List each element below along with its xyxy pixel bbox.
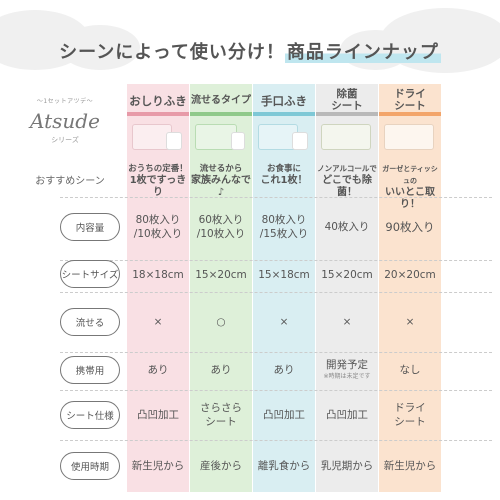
tab-label-line1: ドライ bbox=[394, 88, 426, 100]
row-divider bbox=[60, 352, 492, 353]
product-image-teguchifuki bbox=[256, 120, 312, 154]
cell-portable-1: あり bbox=[147, 364, 169, 376]
headline-text: シーンによって使い分け！ bbox=[59, 42, 285, 63]
cell-flushable-1: × bbox=[153, 316, 163, 328]
cell-capacity-3: 80枚入り/15枚入り bbox=[259, 214, 309, 240]
tab-label: 手口ふき bbox=[261, 94, 307, 108]
tab-label: 流せるタイプ bbox=[191, 95, 251, 106]
cell-size-3: 15×18cm bbox=[258, 269, 310, 281]
cell-size-2: 15×20cm bbox=[195, 269, 247, 281]
row-divider bbox=[60, 197, 492, 198]
column-background-4 bbox=[316, 84, 378, 492]
tab-jokin-sheet[interactable]: 除菌 シート bbox=[316, 88, 378, 112]
cell-sheet-type-2: さらさら シート bbox=[200, 402, 242, 428]
portable-note: ※時期は未定です bbox=[323, 373, 371, 380]
cell-flushable-4: × bbox=[342, 316, 352, 328]
tab-label-line1: 除菌 bbox=[336, 88, 358, 100]
tab-dry-sheet[interactable]: ドライ シート bbox=[379, 88, 441, 112]
recommended-scene-label: おすすめシーン bbox=[35, 176, 105, 187]
recommended-scene-2: 流せるから 家族みんなで♪ bbox=[191, 164, 251, 198]
brand-logo-text: Atsude bbox=[30, 109, 100, 133]
cell-capacity-2: 60枚入り/10枚入り bbox=[196, 214, 246, 240]
tab-underline bbox=[379, 112, 441, 116]
cell-sheet-type-4: 凸凹加工 bbox=[326, 409, 368, 421]
row-divider bbox=[60, 292, 492, 293]
product-image-jokin bbox=[319, 120, 375, 154]
tab-underline bbox=[127, 112, 189, 116]
cell-size-4: 15×20cm bbox=[321, 269, 373, 281]
tab-nagaseru[interactable]: 流せるタイプ bbox=[190, 90, 252, 112]
product-image-oshirifuki bbox=[130, 120, 186, 154]
product-image-nagaseru bbox=[193, 120, 249, 154]
cell-usage-2: 産後から bbox=[200, 460, 242, 472]
tab-label: おしりふき bbox=[129, 94, 187, 108]
recommended-scene-1: おうちの定番！ 1枚ですっきり bbox=[128, 164, 188, 198]
column-background-5 bbox=[379, 84, 441, 492]
cell-size-5: 20×20cm bbox=[384, 269, 436, 281]
cell-size-1: 18×18cm bbox=[132, 269, 184, 281]
row-divider bbox=[60, 390, 492, 391]
cell-sheet-type-3: 凸凹加工 bbox=[263, 409, 305, 421]
cell-usage-1: 新生児から bbox=[131, 460, 185, 472]
recommended-scene-4: ノンアルコールで どこでも除菌！ bbox=[317, 164, 377, 198]
tab-oshirifuki[interactable]: おしりふき bbox=[127, 90, 189, 112]
cell-portable-5: なし bbox=[399, 364, 421, 376]
brand-series: シリーズ bbox=[51, 136, 79, 144]
tab-underline bbox=[190, 112, 252, 116]
cell-usage-3: 離乳食から bbox=[257, 460, 311, 472]
brand-tagline: 〜1セットアツデ〜 bbox=[36, 98, 94, 105]
column-background-3 bbox=[253, 84, 315, 492]
headline-highlight: 商品ラインナップ bbox=[284, 42, 441, 63]
column-background-1 bbox=[127, 84, 189, 492]
row-divider bbox=[60, 440, 492, 441]
cell-usage-5: 新生児から bbox=[383, 460, 437, 472]
row-label-sheet-type: シート仕様 bbox=[60, 401, 120, 429]
cell-flushable-2: ○ bbox=[216, 316, 226, 328]
column-background-2 bbox=[190, 84, 252, 492]
row-label-usage-period: 使用時期 bbox=[60, 452, 120, 480]
tab-label-line2: シート bbox=[331, 100, 363, 112]
cell-capacity-1: 80枚入り/10枚入り bbox=[133, 214, 183, 240]
recommended-scene-5: ガーゼとティッシュの いいとこ取り！ bbox=[382, 165, 438, 210]
tab-underline bbox=[253, 112, 315, 116]
cell-sheet-type-1: 凸凹加工 bbox=[137, 409, 179, 421]
row-label-sheet-size: シートサイズ bbox=[60, 260, 120, 288]
cloud-decoration bbox=[60, 25, 140, 70]
tab-label-line2: シート bbox=[394, 100, 426, 112]
row-label-capacity: 内容量 bbox=[60, 213, 120, 241]
cell-sheet-type-5: ドライ シート bbox=[394, 402, 426, 428]
row-label-portable: 携帯用 bbox=[60, 356, 120, 384]
cell-capacity-5: 90枚入り bbox=[385, 220, 435, 234]
cell-capacity-4: 40枚入り bbox=[324, 221, 370, 233]
tab-teguchifuki[interactable]: 手口ふき bbox=[253, 90, 315, 112]
tab-underline bbox=[316, 112, 378, 116]
cell-flushable-5: × bbox=[405, 316, 415, 328]
cell-portable-3: あり bbox=[273, 364, 295, 376]
recommended-scene-3: お食事に これ1枚！ bbox=[260, 164, 308, 186]
page-headline: シーンによって使い分け！ 商品ラインナップ bbox=[0, 38, 500, 64]
row-label-flushable: 流せる bbox=[60, 308, 120, 336]
cell-usage-4: 乳児期から bbox=[320, 460, 374, 472]
row-divider bbox=[60, 260, 492, 261]
brand-logo: 〜1セットアツデ〜 Atsude シリーズ bbox=[10, 96, 120, 145]
cell-flushable-3: × bbox=[279, 316, 289, 328]
cell-portable-4: 開発予定 ※時期は未定です bbox=[316, 358, 378, 382]
cell-portable-2: あり bbox=[210, 364, 232, 376]
product-image-dry bbox=[382, 120, 438, 154]
